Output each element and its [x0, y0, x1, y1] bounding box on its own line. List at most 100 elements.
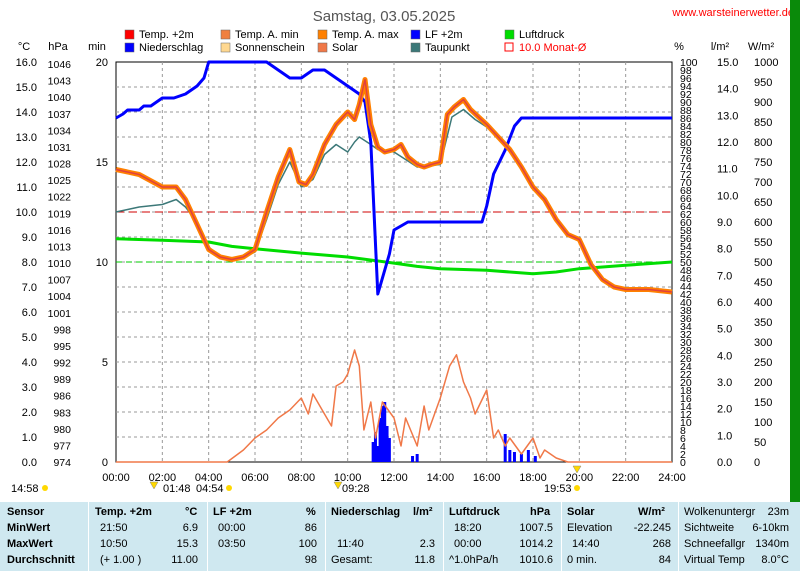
- humidity-tick-label: 2: [680, 449, 686, 461]
- sun-dot-left: [42, 485, 48, 491]
- pressure-tick-label: 980: [53, 424, 71, 436]
- stats-table: Sensor Temp. +2m °C LF +2m % Niederschla…: [0, 502, 800, 571]
- humidity-tick-label: 98: [680, 65, 692, 77]
- solar-tick-label: 200: [754, 377, 772, 389]
- rain-tick-label: 0.0: [717, 457, 732, 469]
- humidity-tick-label: 20: [680, 377, 692, 389]
- legend-swatch: [124, 29, 135, 40]
- maxwert-rain-val: 2.3: [419, 538, 435, 550]
- maxwert-press-time: 00:00: [454, 538, 482, 550]
- minutes-tick-label: 5: [102, 357, 108, 369]
- humidity-tick-label: 42: [680, 289, 692, 301]
- humidity-tick-label: 74: [680, 161, 692, 173]
- solar-axis-title: W/m²: [748, 41, 775, 53]
- humidity-tick-label: 84: [680, 121, 692, 133]
- row-durchschnitt-label: Durchschnitt: [7, 554, 75, 566]
- time-tick-label: 20:00: [566, 472, 594, 484]
- col-separator: [443, 502, 444, 571]
- rain-tick-label: 7.0: [717, 270, 732, 282]
- time-tick-label: 04:00: [195, 472, 223, 484]
- solar-tick-label: 400: [754, 297, 772, 309]
- pressure-tick-label: 1007: [48, 275, 72, 287]
- legend-swatch: [410, 29, 421, 40]
- humidity-tick-label: 28: [680, 345, 692, 357]
- legend-label: Sonnenschein: [235, 42, 305, 54]
- header-press-unit: hPa: [530, 506, 551, 518]
- solar-tick-label: 550: [754, 237, 772, 249]
- rain-bar: [503, 434, 507, 462]
- pressure-tick-label: 1037: [48, 109, 72, 121]
- pressure-tick-label: 1025: [48, 175, 72, 187]
- time-tick-label: 12:00: [380, 472, 408, 484]
- pressure-axis-title: hPa: [48, 41, 68, 53]
- series-temp-2m-line: [115, 78, 673, 293]
- rain-bar: [415, 454, 419, 462]
- legend-label: Solar: [332, 42, 358, 54]
- pressure-tick-label: 998: [53, 324, 71, 336]
- legend-label: Taupunkt: [425, 42, 470, 54]
- header-press: Luftdruck: [449, 506, 500, 518]
- humidity-tick-label: 40: [680, 297, 692, 309]
- humidity-tick-label: 50: [680, 257, 692, 269]
- solar-tick-label: 750: [754, 157, 772, 169]
- humidity-tick-label: 90: [680, 97, 692, 109]
- col-separator: [207, 502, 208, 571]
- time-tick-label: 08:00: [288, 472, 316, 484]
- rain-tick-label: 6.0: [717, 297, 732, 309]
- humidity-tick-label: 46: [680, 273, 692, 285]
- humidity-tick-label: 64: [680, 201, 692, 213]
- solar-tick-label: 50: [754, 437, 766, 449]
- humidity-tick-label: 82: [680, 129, 692, 141]
- humidity-tick-label: 100: [680, 57, 698, 69]
- humidity-tick-label: 16: [680, 393, 692, 405]
- series-solar-line: [116, 349, 672, 463]
- col-separator: [88, 502, 89, 571]
- humidity-tick-label: 68: [680, 185, 692, 197]
- extra-cloudbase-value: 23m: [767, 506, 789, 518]
- humidity-tick-label: 38: [680, 305, 692, 317]
- humidity-tick-label: 54: [680, 241, 692, 253]
- rain-bar: [378, 418, 382, 462]
- avg-press-val: 1010.6: [519, 554, 553, 566]
- temp-tick-label: 10.0: [16, 207, 37, 219]
- rain-tick-label: 13.0: [717, 110, 738, 122]
- axis-ticks: 16.0 15.0 14.0 13.0 12.0 11.0 10.0 9.0 8.0 7.0 6.0…: [16, 57, 779, 484]
- legend-swatch: [410, 42, 421, 53]
- humidity-tick-label: 52: [680, 249, 692, 261]
- rain-tick-label: 12.0: [717, 137, 738, 149]
- temp-tick-label: 12.0: [16, 157, 37, 169]
- humidity-tick-label: 66: [680, 193, 692, 205]
- rain-bar: [526, 450, 530, 462]
- extra-visibility-value: 6-10km: [752, 522, 789, 534]
- temp-tick-label: 13.0: [16, 132, 37, 144]
- time-marker-left: 14:58: [11, 483, 39, 495]
- solar-tick-label: 1000: [754, 57, 778, 69]
- rain-tick-label: 1.0: [717, 430, 732, 442]
- header-solar: Solar: [567, 506, 595, 518]
- legend-label: Temp. A. max: [332, 29, 399, 41]
- humidity-tick-label: 32: [680, 329, 692, 341]
- pressure-tick-label: 992: [53, 358, 71, 370]
- sun-dot-t4: [574, 485, 580, 491]
- temp-tick-label: 9.0: [22, 232, 37, 244]
- avg-solar-val: 84: [658, 554, 671, 566]
- extra-cloudbase-label: Wolkenuntergr: [684, 506, 756, 518]
- time-tick-label: 10:00: [334, 472, 362, 484]
- rain-tick-label: 9.0: [717, 217, 732, 229]
- maxwert-solar-val: 268: [652, 538, 671, 550]
- humidity-tick-label: 22: [680, 369, 692, 381]
- humidity-tick-label: 58: [680, 225, 692, 237]
- legend-label: Temp. A. min: [235, 29, 299, 41]
- header-rain-unit: l/m²: [413, 506, 433, 518]
- time-marker-t2: 04:54: [196, 483, 224, 495]
- time-tick-label: 00:00: [102, 472, 130, 484]
- rain-tick-label: 4.0: [717, 350, 732, 362]
- rain-tick-label: 5.0: [717, 324, 732, 336]
- temp-tick-label: 15.0: [16, 82, 37, 94]
- moon-marker-icon: [333, 481, 343, 490]
- rain-tick-label: 11.0: [717, 164, 738, 176]
- minwert-solar-val: -22.245: [633, 522, 671, 534]
- temp-tick-label: 11.0: [16, 182, 37, 194]
- avg-solar-time: 0 min.: [567, 554, 597, 566]
